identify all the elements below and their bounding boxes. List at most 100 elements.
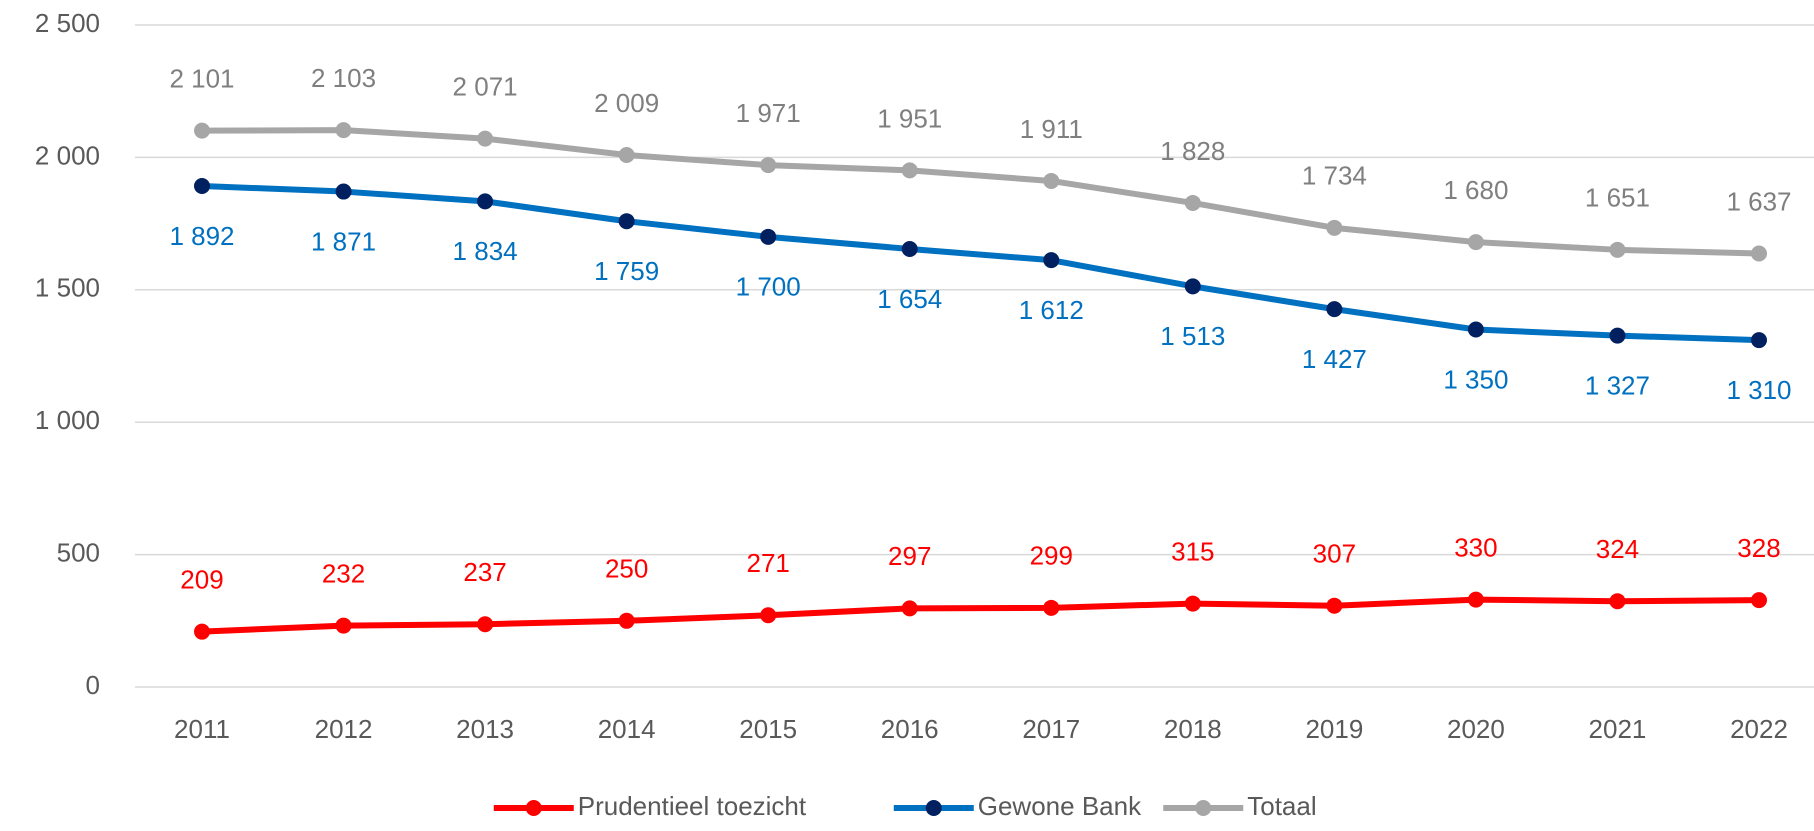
legend-marker (925, 800, 942, 816)
series-line (201, 183, 1760, 344)
data-label: 2 101 (169, 64, 234, 94)
marker (1326, 597, 1343, 614)
data-label: 1 310 (1726, 375, 1791, 405)
marker (335, 122, 352, 139)
x-tick-label: 2018 (1164, 714, 1222, 744)
marker (901, 241, 918, 258)
data-label: 1 327 (1585, 370, 1650, 400)
marker (760, 228, 777, 245)
data-label: 1 654 (877, 284, 942, 314)
x-tick-label: 2014 (598, 714, 656, 744)
x-tick-label: 2011 (174, 714, 230, 744)
x-tick-label: 2020 (1447, 714, 1505, 744)
data-label: 1 828 (1160, 136, 1225, 166)
data-label: 250 (605, 554, 648, 584)
marker (1043, 172, 1060, 189)
data-label: 1 834 (453, 236, 518, 266)
data-label: 307 (1313, 539, 1356, 569)
data-label: 1 892 (169, 221, 234, 251)
marker (1043, 599, 1060, 616)
marker (1043, 252, 1060, 269)
y-tick-label: 500 (57, 537, 100, 567)
x-tick-label: 2021 (1589, 714, 1647, 744)
marker (1326, 219, 1343, 236)
marker (1184, 194, 1201, 211)
data-label: 1 513 (1160, 321, 1225, 351)
marker (1467, 591, 1484, 608)
marker (194, 177, 210, 194)
y-tick-label: 2 000 (35, 140, 100, 170)
data-label: 1 951 (877, 103, 942, 133)
x-tick-label: 2019 (1305, 714, 1363, 744)
y-tick-label: 0 (86, 670, 100, 700)
data-label: 1 911 (1020, 114, 1083, 144)
marker (618, 147, 635, 164)
marker (901, 162, 918, 179)
data-label: 1 734 (1302, 161, 1367, 191)
x-tick-label: 2013 (456, 714, 514, 744)
marker (335, 183, 352, 200)
y-tick-label: 1 500 (35, 273, 100, 303)
marker (760, 607, 777, 624)
y-tick-label: 1 000 (35, 405, 100, 435)
marker (477, 130, 494, 147)
marker (1326, 301, 1343, 318)
marker (1751, 592, 1767, 609)
x-tick-label: 2015 (739, 714, 797, 744)
marker (901, 600, 918, 617)
legend-label: Totaal (1247, 791, 1316, 821)
legend-marker (1195, 800, 1212, 816)
marker (1751, 332, 1767, 349)
data-label: 1 651 (1585, 183, 1650, 213)
marker (618, 213, 635, 230)
data-label: 2 103 (311, 63, 376, 93)
data-label: 271 (746, 548, 789, 578)
data-label: 1 759 (594, 256, 659, 286)
x-tick-label: 2022 (1730, 714, 1788, 744)
data-label: 1 612 (1019, 295, 1084, 325)
data-label: 330 (1454, 532, 1497, 562)
legend-marker (525, 800, 542, 816)
data-label: 1 871 (311, 226, 376, 256)
marker (618, 612, 635, 629)
marker (1184, 595, 1201, 612)
data-label: 1 680 (1443, 175, 1508, 205)
marker (760, 157, 777, 174)
data-label: 232 (322, 558, 365, 588)
marker (1609, 241, 1626, 258)
x-tick-label: 2012 (315, 714, 373, 744)
data-label: 2 009 (594, 88, 659, 118)
marker (1467, 234, 1484, 251)
data-label: 209 (180, 565, 223, 595)
data-label: 2 071 (453, 71, 518, 101)
marker (194, 122, 210, 139)
marker (1184, 278, 1201, 295)
data-label: 1 637 (1726, 186, 1791, 216)
legend-label: Prudentieel toezicht (578, 791, 807, 821)
marker (1609, 593, 1626, 610)
series-line (201, 127, 1760, 257)
marker (1751, 245, 1767, 262)
data-label: 324 (1596, 534, 1639, 564)
data-label: 1 350 (1443, 364, 1508, 394)
x-tick-label: 2017 (1022, 714, 1080, 744)
marker (477, 616, 494, 633)
legend-label: Gewone Bank (978, 791, 1142, 821)
data-label: 237 (463, 557, 506, 587)
marker (477, 193, 494, 210)
data-label: 1 700 (736, 272, 801, 302)
x-tick-label: 2016 (881, 714, 939, 744)
marker (1467, 321, 1484, 338)
data-label: 1 427 (1302, 344, 1367, 374)
data-label: 297 (888, 541, 931, 571)
y-tick-label: 2 500 (35, 8, 100, 38)
data-label: 328 (1737, 533, 1780, 563)
data-label: 299 (1030, 541, 1073, 571)
data-label: 315 (1171, 536, 1214, 566)
data-label: 1 971 (736, 98, 801, 128)
marker (194, 623, 210, 640)
marker (335, 617, 352, 634)
marker (1609, 327, 1626, 344)
series-line (201, 596, 1760, 635)
